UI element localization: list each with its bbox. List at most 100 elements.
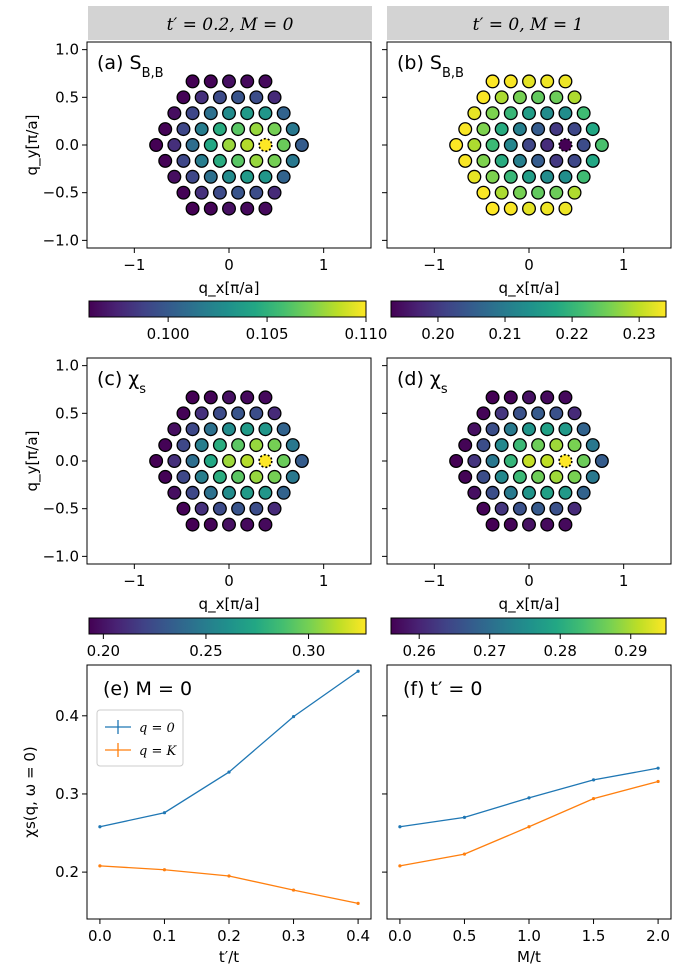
y-axis-label: χs(q, ω = 0) xyxy=(21,746,39,837)
q-point xyxy=(194,122,209,137)
q-point xyxy=(503,169,518,184)
q-point xyxy=(185,390,200,405)
q-point xyxy=(540,169,555,184)
q-point xyxy=(194,438,209,453)
q-point xyxy=(494,185,509,200)
y-tick-label: 0.4 xyxy=(55,707,79,725)
q-point xyxy=(558,517,573,532)
q-point xyxy=(203,517,218,532)
panel-label-sub: B,B xyxy=(142,66,164,81)
q-point xyxy=(503,422,518,437)
q-point xyxy=(185,517,200,532)
q-point xyxy=(485,454,500,468)
q-point xyxy=(449,138,464,152)
x-tick-label: 1 xyxy=(319,572,329,590)
y-tick-label: 0.5 xyxy=(55,404,79,422)
q-point xyxy=(267,90,282,105)
q-point xyxy=(176,153,191,168)
q-point xyxy=(185,74,200,89)
q-point xyxy=(258,74,273,89)
data-point xyxy=(527,825,531,829)
data-point xyxy=(356,901,360,905)
q-point xyxy=(540,454,555,468)
data-point xyxy=(162,868,167,872)
q-point xyxy=(485,485,500,500)
q-point xyxy=(458,469,473,484)
q-point xyxy=(467,454,482,468)
q-point xyxy=(194,406,209,421)
q-point xyxy=(222,485,236,500)
q-point xyxy=(267,438,282,453)
q-point xyxy=(222,138,236,152)
y-tick-label: −1.0 xyxy=(43,547,79,565)
q-point xyxy=(467,169,482,184)
q-point xyxy=(176,469,191,484)
q-point xyxy=(194,90,209,105)
q-point xyxy=(167,454,182,468)
x-tick-label: 2.0 xyxy=(646,927,670,945)
q-point xyxy=(194,185,209,200)
data-point xyxy=(656,766,660,770)
q-point xyxy=(240,390,255,405)
q-point xyxy=(185,454,200,468)
x-tick-label: −1 xyxy=(123,572,145,590)
q-point xyxy=(449,454,464,468)
q-point xyxy=(167,138,182,152)
x-tick-label: −1 xyxy=(123,256,145,274)
q-point xyxy=(476,185,491,200)
colorbar-tick-label: 0.20 xyxy=(421,325,454,343)
q-point xyxy=(167,169,182,184)
q-point xyxy=(558,422,573,437)
colorbar-c xyxy=(88,617,367,635)
q-point xyxy=(176,406,191,421)
q-point xyxy=(240,454,255,468)
colorbar-a xyxy=(88,300,367,318)
q-point xyxy=(176,122,191,137)
q-point xyxy=(503,106,518,121)
q-point xyxy=(212,122,227,137)
x-tick-label: 1 xyxy=(619,256,629,274)
q-point xyxy=(185,422,200,437)
q-point xyxy=(576,138,591,152)
q-point xyxy=(240,169,255,184)
y-tick-label: 1.0 xyxy=(55,41,79,59)
q-point xyxy=(258,422,273,437)
q-point xyxy=(503,74,518,89)
x-tick-label: 0.2 xyxy=(217,927,241,945)
q-point xyxy=(203,138,218,152)
q-point xyxy=(222,106,236,121)
q-point xyxy=(549,406,564,421)
q-point xyxy=(285,122,300,137)
q-point xyxy=(567,469,582,484)
x-tick-label: 1.5 xyxy=(582,927,606,945)
q-point xyxy=(467,422,482,437)
q-point xyxy=(522,517,536,532)
q-point xyxy=(512,185,527,200)
q-point xyxy=(240,138,255,152)
q-point xyxy=(276,454,291,468)
q-point xyxy=(512,469,527,484)
q-point xyxy=(240,422,255,437)
q-point xyxy=(240,201,255,216)
q-point xyxy=(512,406,527,421)
data-point xyxy=(227,874,231,878)
panel-label: (f) t′ = 0 xyxy=(403,678,482,700)
q-point xyxy=(503,454,518,468)
y-axis-label: q_y[π/a] xyxy=(23,115,42,176)
q-point xyxy=(240,106,255,121)
q-point xyxy=(176,90,191,105)
q-point xyxy=(485,169,500,184)
plot-frame-e xyxy=(86,664,372,920)
q-point xyxy=(485,201,500,216)
q-point xyxy=(212,501,227,516)
q-point xyxy=(185,201,200,216)
q-point xyxy=(576,485,591,500)
q-point xyxy=(531,122,546,137)
q-point xyxy=(522,74,536,89)
q-point xyxy=(531,438,546,453)
q-point xyxy=(494,406,509,421)
q-point xyxy=(540,74,555,89)
data-point xyxy=(356,669,360,673)
q-point xyxy=(549,122,564,137)
q-point xyxy=(549,469,564,484)
